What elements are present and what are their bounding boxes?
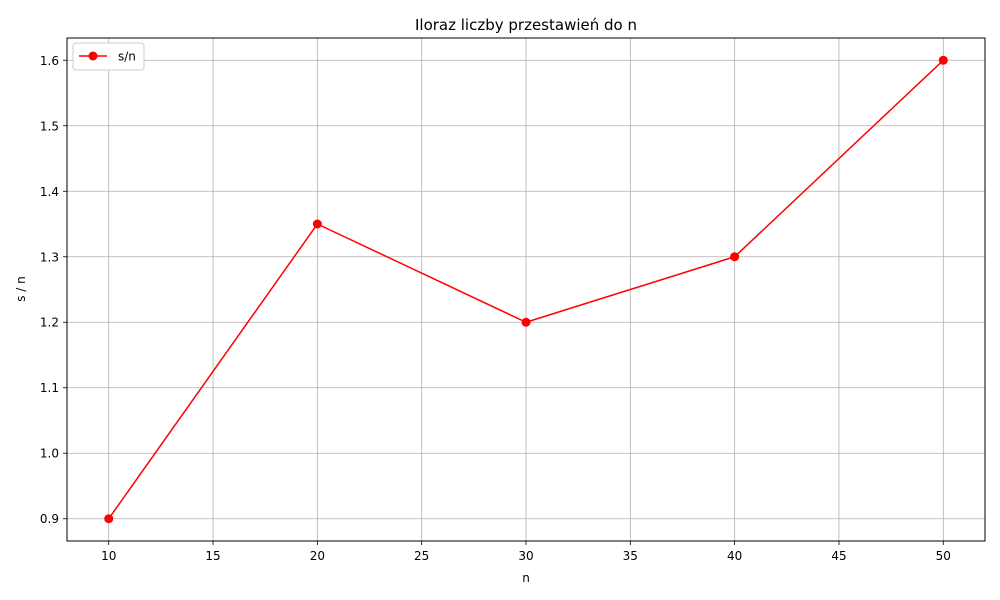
y-tick-label: 1.2 [40,316,59,330]
x-tick-label: 20 [310,549,325,563]
data-point [521,317,531,327]
legend-label: s/n [118,50,136,64]
y-tick-label: 1.5 [40,119,59,133]
legend-box [72,42,145,71]
x-tick-label: 50 [936,549,951,563]
x-axis-ticks: 10 15 20 25 30 35 40 45 50 [101,541,951,563]
y-axis-ticks: 0.9 1.0 1.1 1.2 1.3 1.4 1.5 1.6 [40,54,67,526]
data-point [938,55,948,65]
y-tick-label: 0.9 [40,512,59,526]
x-tick-label: 10 [101,549,116,563]
grid [67,38,985,541]
x-tick-label: 15 [205,549,220,563]
legend-marker-swatch [88,51,98,61]
legend: s/n [72,42,145,71]
x-tick-label: 25 [414,549,429,563]
x-tick-label: 30 [518,549,533,563]
x-tick-label: 45 [831,549,846,563]
x-axis-label: n [522,571,530,585]
y-tick-label: 1.3 [40,250,59,264]
y-axis-label: s / n [14,276,28,302]
y-tick-label: 1.4 [40,185,59,199]
series-layer [104,55,948,524]
chart-title: Iloraz liczby przestawień do n [415,16,637,34]
x-tick-label: 40 [727,549,742,563]
x-tick-label: 35 [623,549,638,563]
y-tick-label: 1.0 [40,447,59,461]
y-tick-label: 1.1 [40,381,59,395]
y-tick-label: 1.6 [40,54,59,68]
data-point [104,514,114,524]
data-point [312,219,322,229]
data-point [730,252,740,262]
